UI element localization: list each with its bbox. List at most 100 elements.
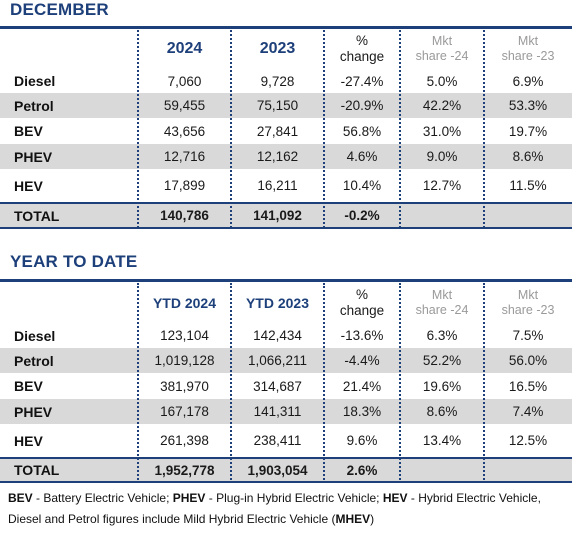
mkt-share-23: 16.5% [508, 378, 548, 394]
header-mkt24-line1: Mkt [431, 287, 453, 302]
mkt-share-23: 12.5% [508, 433, 548, 448]
header-blank [0, 29, 138, 69]
pct-change: 9.6% [346, 433, 378, 448]
header-mkt24-line1: Mkt [431, 34, 453, 48]
header-change-word: change [339, 49, 385, 64]
footnote-phev-abbr: PHEV [172, 491, 206, 505]
mkt-share-24: 19.6% [422, 378, 462, 394]
header-mkt23-line1: Mkt [517, 34, 539, 48]
value-2023: 16,211 [257, 178, 298, 193]
column-divider [230, 283, 232, 483]
pct-change: 10.4% [342, 178, 382, 193]
table-row: BEV 43,656 27,841 56.8% 31.0% 19.7% [0, 118, 572, 144]
column-divider [137, 30, 139, 228]
header-change: % change [324, 282, 400, 323]
mkt-share-23: 8.6% [512, 149, 544, 164]
header-mkt23-line2: share -23 [501, 49, 555, 63]
table-row: HEV 17,899 16,211 10.4% 12.7% 11.5% [0, 169, 572, 202]
value-2024: 17,899 [163, 178, 206, 193]
december-title: DECEMBER [10, 0, 109, 19]
total-change: 2.6% [346, 462, 378, 478]
column-divider [323, 283, 325, 483]
pct-change: -13.6% [340, 328, 384, 343]
mkt-share-24: 9.0% [426, 149, 458, 164]
value-2024: 7,060 [167, 73, 202, 89]
total-ytd-2024: 1,952,778 [154, 462, 215, 478]
december-top-rule [0, 26, 572, 29]
value-2023: 9,728 [260, 73, 295, 89]
fuel-label: Petrol [14, 97, 54, 114]
table-row: Petrol 59,455 75,150 -20.9% 42.2% 53.3% [0, 93, 572, 118]
footnote: BEV - Battery Electric Vehicle; PHEV - P… [8, 488, 568, 530]
table-row: Diesel 7,060 9,728 -27.4% 5.0% 6.9% [0, 69, 572, 93]
fuel-label: PHEV [14, 403, 53, 420]
table-row: Petrol 1,019,128 1,066,211 -4.4% 52.2% 5… [0, 348, 572, 373]
mkt-share-23: 7.4% [512, 404, 544, 419]
value-2023: 75,150 [256, 98, 299, 113]
value-2024: 43,656 [163, 123, 206, 139]
mkt-share-23: 6.9% [512, 73, 544, 89]
footnote-hev-abbr: HEV [382, 491, 408, 505]
header-ytd-2023: YTD 2023 [245, 294, 310, 311]
column-divider [399, 30, 401, 228]
footnote-line-1: BEV - Battery Electric Vehicle; PHEV - P… [8, 488, 568, 509]
header-mkt23-line2: share -23 [501, 302, 555, 317]
header-change-pct: % [355, 286, 368, 302]
value-ytd-2023: 1,066,211 [247, 353, 308, 368]
value-ytd-2024: 381,970 [160, 378, 209, 394]
value-ytd-2024: 123,104 [160, 328, 209, 343]
total-label: TOTAL [14, 207, 60, 224]
mkt-share-24: 5.0% [426, 73, 458, 89]
header-change-pct: % [355, 33, 368, 48]
column-divider [137, 283, 139, 483]
header-2024: 2024 [166, 40, 203, 57]
mkt-share-23: 19.7% [508, 123, 548, 139]
mkt-share-24: 31.0% [422, 123, 462, 139]
header-change: % change [324, 29, 400, 69]
header-change-word: change [339, 302, 385, 318]
footnote-bev-text: - Battery Electric Vehicle; [32, 491, 173, 505]
footnote-hev-text: - Hybrid Electric Vehicle, [407, 491, 541, 505]
mkt-share-24: 13.4% [422, 433, 462, 448]
mkt-share-23: 11.5% [509, 178, 547, 193]
mkt-share-23: 7.5% [512, 328, 544, 343]
column-divider [230, 30, 232, 228]
fuel-label: Diesel [14, 327, 56, 344]
december-table: 2024 2023 % change Mkt share -24 Mkt sha… [0, 26, 572, 229]
fuel-label: BEV [14, 378, 43, 394]
value-ytd-2023: 141,311 [253, 404, 302, 419]
table-row: Diesel 123,104 142,434 -13.6% 6.3% 7.5% [0, 323, 572, 348]
table-row: HEV 261,398 238,411 9.6% 13.4% 12.5% [0, 424, 572, 457]
fuel-label: Petrol [14, 352, 54, 369]
total-change: -0.2% [344, 208, 380, 223]
fuel-label: BEV [14, 123, 43, 139]
footnote-mhev-abbr: MHEV [335, 512, 371, 526]
mkt-share-24: 6.3% [426, 328, 458, 343]
column-divider [399, 283, 401, 483]
header-mkt-share-24: Mkt share -24 [400, 29, 484, 69]
ytd-header-row: YTD 2024 YTD 2023 % change Mkt share -24… [0, 282, 572, 323]
mkt-share-23: 56.0% [508, 353, 548, 368]
value-2024: 59,455 [163, 98, 206, 113]
header-mkt24-line2: share -24 [415, 49, 469, 63]
header-ytd-2024: YTD 2024 [152, 294, 217, 311]
value-ytd-2024: 1,019,128 [154, 353, 215, 368]
value-2023: 12,162 [256, 149, 299, 164]
total-row: TOTAL 1,952,778 1,903,054 2.6% [0, 457, 572, 483]
header-mkt23-line1: Mkt [517, 287, 539, 302]
value-ytd-2024: 261,398 [160, 433, 209, 448]
value-ytd-2023: 314,687 [253, 378, 302, 394]
total-ytd-2023: 1,903,054 [247, 462, 308, 478]
table-row: PHEV 12,716 12,162 4.6% 9.0% 8.6% [0, 144, 572, 169]
header-mkt24-line2: share -24 [415, 302, 469, 317]
column-divider [483, 30, 485, 228]
mkt-share-24: 52.2% [422, 353, 462, 368]
header-mkt-share-23: Mkt share -23 [484, 29, 572, 69]
ytd-title: YEAR TO DATE [10, 252, 138, 271]
pct-change: 56.8% [342, 123, 382, 139]
mkt-share-23: 53.3% [508, 98, 548, 113]
value-2023: 27,841 [256, 123, 299, 139]
mkt-share-24: 12.7% [422, 178, 462, 193]
ytd-top-rule [0, 279, 572, 282]
total-2024: 140,786 [160, 208, 209, 223]
